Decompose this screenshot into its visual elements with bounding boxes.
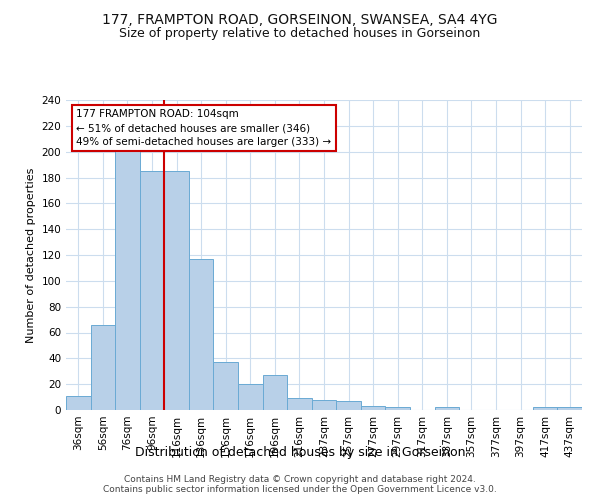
Bar [91,325,115,410]
Bar [164,171,189,410]
Text: 177 FRAMPTON ROAD: 104sqm
← 51% of detached houses are smaller (346)
49% of semi: 177 FRAMPTON ROAD: 104sqm ← 51% of detac… [76,110,331,148]
Bar [189,259,214,410]
Bar [557,408,582,410]
Bar [263,375,287,410]
Bar [140,171,164,410]
Bar [287,398,312,410]
Bar [336,401,361,410]
Text: Distribution of detached houses by size in Gorseinon: Distribution of detached houses by size … [135,446,465,459]
Y-axis label: Number of detached properties: Number of detached properties [26,168,36,342]
Bar [238,384,263,410]
Bar [66,396,91,410]
Bar [385,408,410,410]
Bar [115,150,140,410]
Bar [361,406,385,410]
Text: Size of property relative to detached houses in Gorseinon: Size of property relative to detached ho… [119,28,481,40]
Bar [533,408,557,410]
Bar [214,362,238,410]
Text: Contains HM Land Registry data © Crown copyright and database right 2024.
Contai: Contains HM Land Registry data © Crown c… [103,474,497,494]
Bar [434,408,459,410]
Text: 177, FRAMPTON ROAD, GORSEINON, SWANSEA, SA4 4YG: 177, FRAMPTON ROAD, GORSEINON, SWANSEA, … [102,12,498,26]
Bar [312,400,336,410]
